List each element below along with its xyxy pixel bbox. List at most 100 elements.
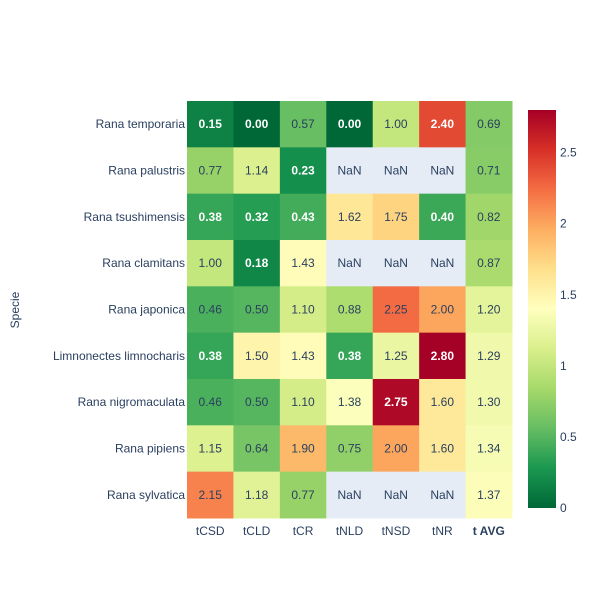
x-tick-label: tCSD [196,524,225,538]
heatmap-cell [233,332,281,380]
cell-value-label: 0.38 [338,349,362,363]
heatmap-cell [233,471,281,519]
cell-value-label: 1.30 [477,395,501,409]
cell-value-label: NaN [337,256,361,270]
heatmap-cell [465,239,513,287]
colorbar-ticks: 0 0.5 1 1.5 2 2.5 [560,146,577,515]
heatmap-cell [372,332,420,380]
heatmap-cell [326,378,374,426]
cell-value-label: 0.38 [199,349,223,363]
heatmap-cell [372,193,420,241]
heatmap-cell [233,378,281,426]
x-tick-label: tCR [293,524,314,538]
y-tick-label: Limnonectes limnocharis [53,349,185,363]
cell-value-label: NaN [384,256,408,270]
heatmap-cell [233,193,281,241]
cell-value-label: 1.25 [384,349,408,363]
heatmap-cell [465,425,513,473]
heatmap-cell [419,332,467,380]
cell-value-label: 1.29 [477,349,501,363]
y-tick-label: Rana palustris [108,163,185,177]
cell-value-label: 0.38 [199,210,223,224]
heatmap-cell [233,101,281,148]
cell-value-label: NaN [430,163,454,177]
y-tick-label: Rana japonica [108,302,185,316]
cell-value-label: 1.20 [477,302,501,316]
cell-value-label: NaN [337,163,361,177]
cell-value-label: 1.62 [338,210,362,224]
cell-value-label: 2.00 [431,302,455,316]
cell-value-label: 0.50 [245,395,269,409]
heatmap-cell [326,147,374,195]
heatmap-cell [279,425,327,473]
y-tick-label: Rana clamitans [102,256,185,270]
cell-value-label: 0.88 [338,302,362,316]
heatmap-cell [326,425,374,473]
heatmap-cell [419,425,467,473]
colorbar-tick-label: 1.5 [560,288,577,302]
x-tick-label: tNSD [382,524,411,538]
heatmap-cell [187,332,234,380]
cell-value-label: 1.00 [199,256,223,270]
cell-value-label: 2.15 [199,488,223,502]
cell-value-label: 0.77 [199,163,223,177]
heatmap-cell [279,332,327,380]
heatmap-cell [465,332,513,380]
cell-value-label: 1.90 [291,441,315,455]
cell-value-label: 0.23 [291,163,315,177]
y-axis-title: Specie [8,291,22,328]
cell-value-label: 0.00 [245,117,269,131]
heatmap-cell [326,239,374,287]
heatmap-cell [419,147,467,195]
heatmap-cell [233,239,281,287]
cell-value-label: 1.10 [291,302,315,316]
x-axis-tick-labels: tCSD tCLD tCR tNLD tNSD tNR t AVG [196,524,505,538]
cell-value-label: 0.32 [245,210,269,224]
cell-value-label: 0.46 [199,302,223,316]
heatmap-cell [279,378,327,426]
cell-value-label: 0.00 [338,117,362,131]
heatmap-cell [326,101,374,148]
cell-value-label: 0.69 [477,117,501,131]
colorbar-tick-label: 2 [560,217,567,231]
cell-value-label: 1.37 [477,488,501,502]
x-tick-label: t AVG [473,524,505,538]
cell-value-label: 2.75 [384,395,408,409]
x-tick-label: tCLD [243,524,271,538]
heatmap-cell [372,425,420,473]
heatmap-cell [279,101,327,148]
heatmap-cell [233,147,281,195]
heatmap-cell [279,286,327,334]
heatmap-cell [279,471,327,519]
cell-value-label: 1.60 [431,441,455,455]
cell-value-label: 0.57 [291,117,315,131]
cell-value-label: 1.43 [291,256,315,270]
heatmap-cell [419,101,467,148]
heatmap-cell [465,101,513,148]
heatmap-cell [187,239,234,287]
heatmap-cell [279,147,327,195]
heatmap-cell [419,471,467,519]
y-tick-label: Rana temporaria [96,117,186,131]
heatmap-cell [419,378,467,426]
cell-value-label: NaN [337,488,361,502]
heatmap-cell [187,147,234,195]
heatmap-cell [465,286,513,334]
cell-value-label: 0.15 [199,117,223,131]
heatmap-cell [187,425,234,473]
cell-value-label: 1.10 [291,395,315,409]
heatmap-cell [372,239,420,287]
x-tick-label: tNLD [336,524,364,538]
y-tick-label: Rana sylvatica [107,488,185,502]
heatmap-cell [372,471,420,519]
cell-value-label: 1.14 [245,163,269,177]
cell-value-label: 0.50 [245,302,269,316]
cell-value-label: 0.40 [431,210,455,224]
cell-value-label: 1.43 [291,349,315,363]
heatmap-cell [326,332,374,380]
cell-value-label: 0.64 [245,441,269,455]
heatmap-cell [326,286,374,334]
heatmap-cell [187,471,234,519]
